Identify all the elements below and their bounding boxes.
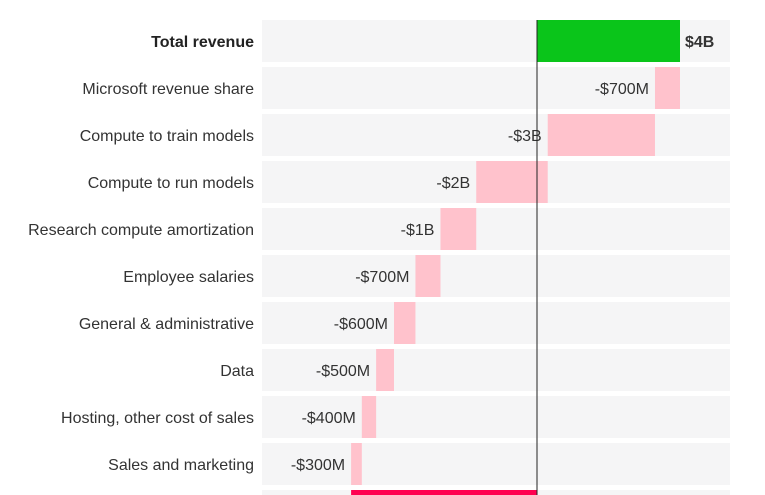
- category-label: Microsoft revenue share: [82, 81, 254, 98]
- bar: [476, 161, 548, 203]
- row-background: [262, 349, 730, 391]
- bar: [537, 20, 680, 62]
- bar: [415, 255, 441, 297]
- category-label: Hosting, other cost of sales: [61, 410, 254, 427]
- value-label: -$3B: [508, 128, 542, 145]
- bar: [440, 208, 477, 250]
- category-label: Sales and marketing: [108, 457, 254, 474]
- value-label: -$700M: [595, 81, 649, 98]
- row-background: [262, 302, 730, 344]
- row-background: [262, 255, 730, 297]
- category-label: Employee salaries: [123, 269, 254, 286]
- category-label: Data: [220, 363, 254, 380]
- value-label: -$500M: [316, 363, 370, 380]
- category-label: General & administrative: [79, 316, 254, 333]
- row-background: [262, 114, 730, 156]
- bar: [394, 302, 416, 344]
- row-background: [262, 208, 730, 250]
- category-label: Compute to train models: [80, 128, 254, 145]
- value-label: -$400M: [302, 410, 356, 427]
- category-label: Research compute amortization: [28, 222, 254, 239]
- category-label: Compute to run models: [88, 175, 254, 192]
- value-label: -$700M: [355, 269, 409, 286]
- bar: [361, 396, 377, 438]
- row-background: [262, 443, 730, 485]
- category-label: Total revenue: [151, 34, 254, 51]
- bar: [654, 67, 680, 109]
- value-label: -$600M: [334, 316, 388, 333]
- value-label: -$300M: [291, 457, 345, 474]
- bar: [351, 490, 537, 495]
- row-background: [262, 396, 730, 438]
- bar: [547, 114, 655, 156]
- value-label: -$2B: [436, 175, 470, 192]
- value-label: -$1B: [401, 222, 435, 239]
- bar: [351, 443, 362, 485]
- bar: [376, 349, 394, 391]
- value-label: $4B: [685, 34, 714, 51]
- row-background: [262, 67, 730, 109]
